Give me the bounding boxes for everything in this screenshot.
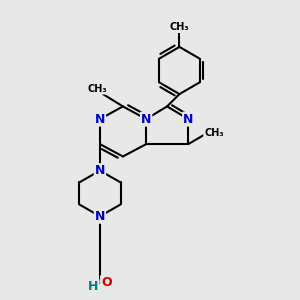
- Text: N: N: [183, 112, 194, 126]
- Text: N: N: [95, 112, 105, 126]
- Text: N: N: [141, 112, 152, 126]
- Text: CH₃: CH₃: [88, 84, 107, 94]
- Text: CH₃: CH₃: [204, 128, 224, 138]
- Text: N: N: [95, 164, 105, 177]
- Text: O: O: [101, 276, 112, 289]
- Text: H: H: [88, 280, 99, 293]
- Text: N: N: [95, 210, 105, 223]
- Text: CH₃: CH₃: [169, 22, 189, 32]
